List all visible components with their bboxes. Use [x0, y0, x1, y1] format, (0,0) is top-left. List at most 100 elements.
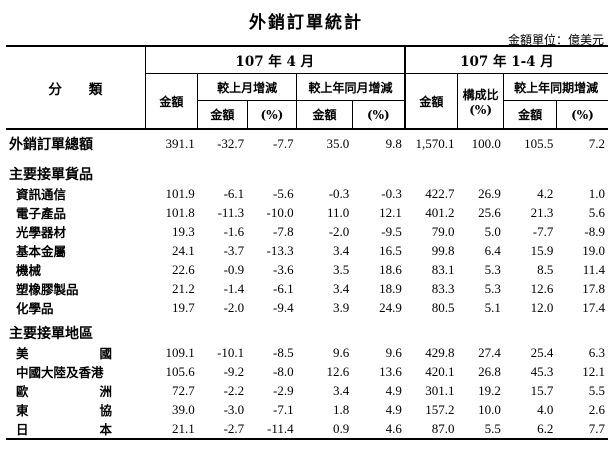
table-cell: 3.5 — [333, 261, 350, 277]
table-cell: 15.9 — [530, 242, 554, 258]
table-cell: 109.1 — [165, 344, 195, 360]
region-row: 美國 109.1 -10.1 -8.5 9.6 9.6 429.8 27.4 25.4 6.3 — [6, 343, 608, 362]
table-cell: 80.5 — [431, 299, 455, 315]
table-cell: 101.9 — [165, 185, 195, 201]
table-cell: 5.6 — [588, 204, 605, 220]
table-cell: -7.8 — [273, 223, 294, 239]
table-cell: 10.0 — [478, 401, 501, 417]
share-label: 構成比 — [462, 87, 499, 102]
row-label-part: 協 — [99, 403, 112, 418]
period-ytd-header: 107 年 1-4 月 — [403, 45, 608, 74]
table-cell: 4.6 — [352, 419, 405, 440]
ytd-yoy-amount-header: 金額 — [503, 100, 557, 130]
row-label: 美國 — [6, 343, 145, 362]
table-cell: 100.0 — [471, 136, 501, 151]
table-cell: 5.3 — [484, 280, 501, 296]
row-label-part: 洲 — [99, 384, 112, 399]
amount-header: 金額 — [144, 73, 198, 130]
row-label: 塑橡膠製品 — [16, 282, 79, 297]
total-row: 外銷訂單總額 391.1 -32.7 -7.7 35.0 9.8 1,570.1 100.0 1… — [6, 129, 608, 158]
table-cell: 0.9 — [296, 419, 353, 440]
period-month-header: 107 年 4 月 — [144, 45, 405, 74]
table-cell: 4.9 — [385, 401, 402, 417]
goods-row: 基本金屬 24.1 -3.7 -13.3 3.4 16.5 99.8 6.4 15.9 19.0 — [6, 241, 608, 260]
table-cell: 21.2 — [171, 280, 195, 296]
table-cell: 87.0 — [404, 419, 458, 440]
table-cell: 429.8 — [425, 344, 455, 360]
table-cell: -3.7 — [223, 242, 245, 258]
ytd-yoy-header: 較上年同期增減 — [503, 73, 608, 101]
table-cell: 11.0 — [327, 204, 350, 220]
table-cell: -2.2 — [223, 382, 245, 398]
mom-header: 較上月增減 — [197, 73, 297, 101]
table-cell: 5.5 — [588, 382, 605, 398]
goods-row: 機械 22.6 -0.9 -3.6 3.5 18.6 83.1 5.3 8.5 11.4 — [6, 260, 608, 279]
table-cell: 12.6 — [530, 280, 554, 296]
row-label: 化學品 — [16, 301, 54, 316]
row-label: 主要接單貨品 — [9, 167, 93, 183]
table-cell: -2.7 — [197, 419, 248, 440]
yoy-amount-header: 金額 — [296, 100, 353, 130]
ytd-yoy-pct-header: (%) — [555, 100, 608, 130]
table-cell: -10.1 — [217, 344, 245, 360]
goods-row: 光學器材 19.3 -1.6 -7.8 -2.0 -9.5 79.0 5.0 -7.7 -8.9 — [6, 222, 608, 241]
table-cell: 157.2 — [425, 401, 455, 417]
table-cell: 101.8 — [165, 204, 195, 220]
table-cell: -0.3 — [328, 185, 350, 201]
row-label-part: 東 — [16, 403, 29, 418]
region-row: 東協 39.0 -3.0 -7.1 1.8 4.9 157.2 10.0 4.0 2.6 — [6, 400, 608, 419]
table-cell: 26.8 — [478, 363, 501, 379]
table-cell: -9.4 — [273, 299, 294, 315]
table-cell: 19.0 — [582, 242, 605, 258]
row-label: 資訊通信 — [16, 187, 67, 202]
table-cell: 9.6 — [385, 344, 402, 360]
table-cell: -1.6 — [223, 223, 245, 239]
table-cell: -0.3 — [381, 185, 402, 201]
table-cell: -10.0 — [266, 204, 294, 220]
table-cell: -9.5 — [381, 223, 402, 239]
table-cell: -7.7 — [532, 223, 554, 239]
table-cell: 9.6 — [333, 344, 350, 360]
table-cell: 15.7 — [530, 382, 554, 398]
row-label-part: 本 — [99, 422, 112, 437]
region-row: 歐洲 72.7 -2.2 -2.9 3.4 4.9 301.1 19.2 15.7 5.5 — [6, 381, 608, 400]
share-unit: (%) — [469, 102, 493, 117]
table-cell: 24.9 — [379, 299, 402, 315]
table-cell: 105.5 — [524, 136, 554, 151]
table-cell: 4.9 — [385, 382, 402, 398]
goods-row: 電子產品 101.8 -11.3 -10.0 11.0 12.1 401.2 25.6 21.3… — [6, 203, 608, 222]
row-label-part: 歐 — [16, 384, 29, 399]
table-body: 外銷訂單總額 391.1 -32.7 -7.7 35.0 9.8 1,570.1 100.0 1… — [6, 129, 608, 440]
table-cell: 3.9 — [333, 299, 350, 315]
row-label: 外銷訂單總額 — [9, 137, 93, 153]
row-label: 機械 — [16, 263, 42, 278]
row-label: 光學器材 — [16, 225, 67, 240]
table-cell: -1.4 — [223, 280, 245, 296]
table-cell: 6.4 — [484, 242, 501, 258]
goods-row: 化學品 19.7 -2.0 -9.4 3.9 24.9 80.5 5.1 12.0 17.4 — [6, 298, 608, 317]
table-cell: 4.2 — [537, 185, 554, 201]
table-cell: -6.1 — [223, 185, 245, 201]
table-cell: 21.3 — [530, 204, 554, 220]
table-cell: 8.5 — [537, 261, 554, 277]
row-label: 主要接單地區 — [9, 326, 93, 342]
table-cell: -9.2 — [223, 363, 245, 379]
goods-row: 塑橡膠製品 21.2 -1.4 -6.1 3.4 18.9 83.3 5.3 12.6 17.8 — [6, 279, 608, 298]
table-cell: -7.7 — [273, 136, 294, 151]
row-label: 歐洲 — [6, 381, 145, 400]
table-cell: 24.1 — [171, 242, 195, 258]
table-cell: 5.1 — [484, 299, 501, 315]
region-row: 日本 21.1 -2.7 -11.4 0.9 4.6 87.0 5.5 6.2 7.7 — [6, 419, 608, 440]
table-cell: 19.2 — [478, 382, 501, 398]
table-cell: 12.1 — [582, 363, 605, 379]
table-cell: 25.4 — [530, 344, 554, 360]
table-cell: 27.4 — [478, 344, 501, 360]
ytd-amount-header: 金額 — [403, 73, 458, 130]
table-cell: -8.0 — [273, 363, 294, 379]
table-cell: 83.3 — [431, 280, 455, 296]
mom-amount-header: 金額 — [197, 100, 248, 130]
table-cell: 22.6 — [171, 261, 195, 277]
table-cell: 9.8 — [385, 136, 402, 151]
table-cell: 18.9 — [379, 280, 402, 296]
table-cell: 17.4 — [582, 299, 605, 315]
